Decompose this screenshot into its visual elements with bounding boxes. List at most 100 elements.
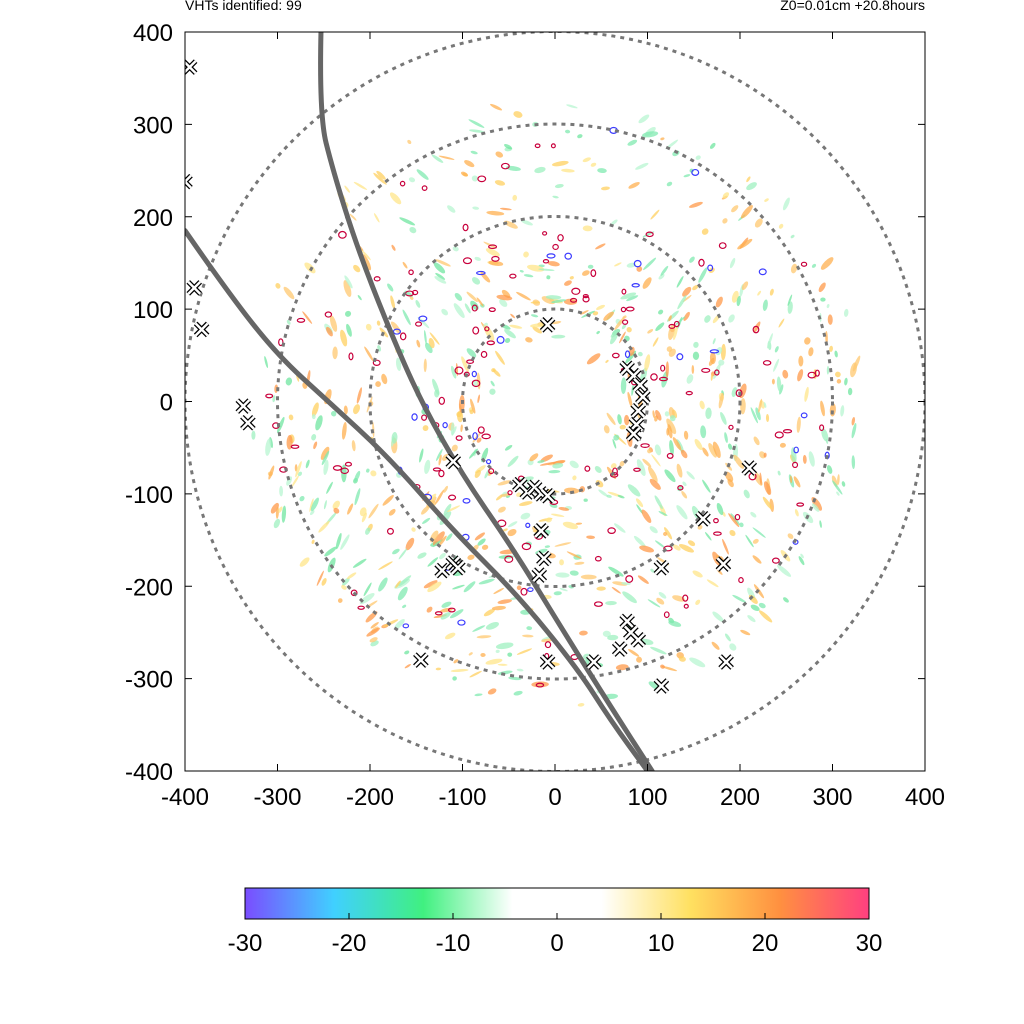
vorticity-blob (658, 309, 664, 315)
vorticity-blob (649, 526, 658, 534)
colorbar-tick-label: 0 (550, 930, 563, 957)
vorticity-blob (340, 329, 348, 347)
run-info-label: Z0=0.01cm +20.8hours (780, 0, 925, 13)
vorticity-blob (596, 330, 600, 335)
vorticity-blob (264, 356, 269, 369)
vorticity-blob (315, 415, 323, 431)
vorticity-contour (507, 490, 513, 496)
vorticity-blob (605, 359, 609, 363)
vorticity-blob (270, 502, 279, 514)
vorticity-blob (294, 464, 298, 472)
vorticity-blob (382, 494, 394, 506)
vorticity-blob (658, 273, 665, 280)
vorticity-blob (335, 532, 342, 550)
vorticity-blob (469, 409, 474, 415)
vorticity-blob (323, 459, 329, 476)
vorticity-contour (807, 371, 817, 379)
vorticity-blob (708, 443, 717, 458)
vorticity-blob (655, 409, 662, 421)
vht-marker (653, 678, 670, 694)
vorticity-contour (527, 587, 534, 593)
vorticity-blob (676, 463, 683, 478)
vorticity-blob (408, 177, 416, 183)
vorticity-blob (718, 359, 725, 366)
vorticity-blob (847, 387, 853, 396)
vorticity-blob (551, 321, 562, 325)
vorticity-blob (789, 475, 793, 484)
vorticity-contour (488, 307, 496, 313)
vorticity-blob (698, 267, 708, 283)
vorticity-blob (608, 566, 624, 577)
vorticity-contour (624, 350, 631, 359)
vorticity-blob (554, 183, 564, 189)
vorticity-blob (402, 309, 411, 326)
vorticity-blob (606, 412, 616, 426)
vorticity-blob (566, 551, 582, 559)
vorticity-blob (499, 298, 508, 307)
vorticity-blob (728, 314, 735, 323)
vorticity-blob (832, 480, 843, 495)
vorticity-blob (574, 561, 585, 565)
vorticity-blob (539, 461, 557, 466)
vorticity-blob (577, 134, 583, 139)
vorticity-blob (344, 185, 350, 193)
vorticity-blob (395, 580, 401, 588)
vht-marker (533, 523, 549, 539)
vorticity-contour (544, 641, 552, 649)
vorticity-contour (332, 465, 343, 471)
vorticity-blob (450, 668, 469, 673)
vorticity-blob (477, 538, 486, 546)
vorticity-blob (381, 373, 388, 385)
y-tick-label: -400 (125, 759, 173, 786)
vorticity-blob (582, 225, 593, 232)
vorticity-blob (469, 129, 485, 133)
vorticity-blob (637, 575, 649, 584)
vorticity-blob (353, 404, 360, 415)
vorticity-blob (373, 213, 380, 223)
vorticity-blob (787, 533, 794, 539)
vorticity-blob (763, 481, 772, 495)
vorticity-blob (695, 155, 701, 160)
vorticity-blob (762, 496, 773, 510)
vorticity-contour (462, 257, 473, 265)
vorticity-blob (820, 400, 825, 417)
vorticity-blob (762, 299, 768, 311)
vorticity-contour (625, 575, 634, 583)
vorticity-blob (606, 494, 612, 498)
vht-marker (434, 562, 450, 579)
vorticity-blob (275, 506, 279, 519)
vorticity-contour (663, 545, 673, 552)
vorticity-blob (504, 444, 513, 451)
vorticity-contour (611, 352, 620, 359)
vorticity-blob (486, 210, 505, 216)
vorticity-blob (365, 323, 372, 331)
vorticity-blob (365, 527, 371, 535)
vorticity-blob (835, 371, 841, 378)
vorticity-blob (647, 599, 661, 608)
vht-count-label: VHTs identified: 99 (185, 0, 302, 13)
vorticity-blob (493, 587, 504, 595)
x-tick-label: 200 (720, 784, 760, 811)
vorticity-contour (448, 494, 457, 501)
vorticity-blob (660, 265, 669, 276)
vorticity-blob (668, 620, 682, 627)
vorticity-blob (251, 430, 256, 440)
vorticity-blob (777, 470, 781, 476)
vorticity-blob (439, 552, 446, 560)
vorticity-contour (472, 326, 480, 335)
vorticity-contour (535, 682, 545, 688)
vorticity-blob (798, 556, 805, 566)
vorticity-blob (344, 275, 353, 289)
vorticity-blob (676, 275, 684, 288)
vorticity-contour (800, 261, 808, 267)
vorticity-blob (837, 474, 840, 486)
vorticity-blob (443, 485, 448, 493)
vorticity-blob (704, 532, 712, 541)
vorticity-blob (378, 561, 393, 570)
vorticity-blob (619, 460, 625, 467)
vorticity-blob (530, 301, 540, 304)
vorticity-blob (800, 553, 804, 559)
vorticity-blob (783, 597, 789, 603)
vorticity-blob (642, 277, 652, 289)
